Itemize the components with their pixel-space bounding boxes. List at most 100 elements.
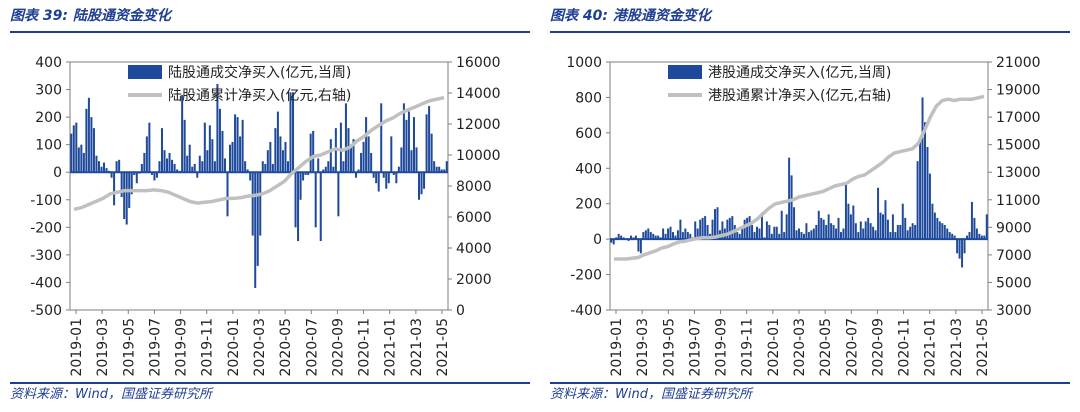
bar: [415, 147, 418, 173]
bar: [140, 163, 143, 173]
bar: [694, 221, 697, 240]
bar: [768, 224, 771, 240]
bar: [963, 239, 966, 254]
legend-line-label: 陆股通累计净买入(亿元,右轴): [168, 88, 351, 104]
bar: [958, 239, 961, 259]
footer-rule: [10, 382, 530, 384]
bar: [420, 172, 423, 195]
bar: [365, 117, 368, 173]
bar: [639, 239, 642, 254]
bar: [188, 144, 191, 173]
bar: [765, 221, 768, 240]
bar: [440, 169, 443, 173]
y-right-tick-label: 13000: [996, 165, 1041, 181]
bar: [978, 233, 981, 240]
x-tick-label: 2020-07: [844, 318, 860, 377]
legend-bar-swatch: [128, 65, 162, 79]
bar: [827, 214, 830, 240]
bar: [679, 219, 682, 240]
bar: [223, 158, 226, 173]
bar: [271, 163, 274, 173]
y-right-tick-label: 19000: [996, 83, 1041, 99]
bar: [145, 136, 148, 173]
bar: [753, 232, 756, 240]
x-tick-label: 2019-03: [635, 318, 651, 377]
bar: [921, 97, 924, 240]
bar: [896, 224, 899, 240]
bar: [985, 214, 988, 240]
x-tick-label: 2020-11: [897, 318, 913, 377]
bar: [822, 219, 825, 240]
bar: [360, 152, 363, 173]
bar: [274, 128, 277, 173]
bar: [854, 223, 857, 240]
bar: [849, 214, 852, 240]
bar: [882, 214, 884, 240]
title-rule: [550, 31, 1070, 33]
x-tick-label: 2020-05: [818, 318, 834, 377]
bar: [825, 224, 828, 240]
bar: [906, 230, 909, 240]
bar: [115, 161, 118, 173]
bar: [815, 224, 818, 240]
bar: [731, 216, 734, 240]
bar: [229, 144, 232, 173]
bar: [852, 205, 855, 240]
bar: [95, 155, 98, 173]
bar: [259, 172, 262, 236]
bar: [758, 228, 761, 240]
bar: [728, 217, 731, 240]
bar: [630, 235, 632, 240]
cumulative-line: [614, 94, 985, 261]
bar: [689, 233, 692, 240]
bar: [103, 162, 106, 173]
bar: [916, 161, 919, 240]
bar: [721, 221, 724, 240]
bar: [867, 217, 870, 240]
x-tick-label: 2021-01: [923, 318, 939, 377]
bar: [684, 228, 687, 240]
bar: [82, 152, 85, 173]
bar: [80, 144, 83, 173]
bar: [662, 228, 665, 240]
y-right-tick-label: 15000: [996, 138, 1041, 154]
bar: [314, 172, 317, 228]
bar: [953, 235, 956, 240]
bar: [377, 172, 380, 192]
bar: [198, 155, 201, 173]
figure-title: 图表 39: 陆股通资金变化: [10, 8, 171, 24]
y-left-tick-label: 800: [575, 90, 602, 106]
bar: [894, 232, 897, 240]
bar: [736, 232, 739, 240]
bar: [620, 235, 623, 240]
bar: [738, 233, 741, 240]
bar: [746, 217, 749, 240]
bar: [741, 228, 744, 240]
bar: [385, 172, 388, 189]
bar: [392, 172, 395, 175]
bar: [412, 117, 415, 173]
bar: [105, 168, 108, 173]
x-tick-label: 2020-05: [278, 318, 294, 377]
bar: [938, 221, 941, 240]
bar: [171, 159, 174, 173]
bar: [380, 103, 383, 173]
bar: [654, 235, 657, 240]
y-left-tick-label: 100: [35, 138, 62, 154]
bar: [158, 161, 161, 173]
y-right-tick-label: 11000: [996, 193, 1041, 209]
bar: [196, 172, 199, 178]
bar: [246, 169, 249, 173]
bar: [793, 207, 796, 240]
bar: [445, 161, 448, 173]
bar: [191, 166, 194, 173]
bar: [879, 212, 882, 240]
bar: [644, 230, 647, 240]
bar: [402, 103, 405, 173]
bar: [637, 239, 640, 252]
bar: [931, 203, 934, 240]
y-right-tick-label: 5000: [996, 275, 1032, 291]
bar: [168, 152, 171, 173]
chart-panel-lugutong: 图表 39: 陆股通资金变化 -500 -400 -300 -200 -100 0 100 2…: [10, 0, 540, 412]
bar: [166, 158, 169, 173]
